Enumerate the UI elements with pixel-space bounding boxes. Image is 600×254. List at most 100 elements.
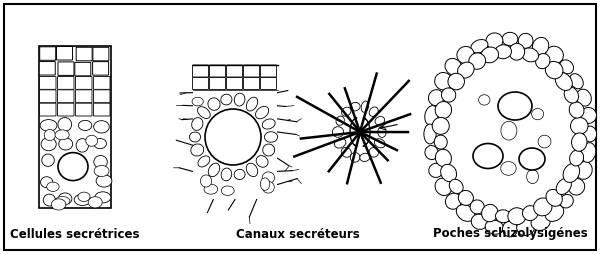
Text: Cellules secrétrices: Cellules secrétrices bbox=[10, 228, 140, 241]
FancyBboxPatch shape bbox=[58, 90, 74, 103]
Ellipse shape bbox=[449, 179, 463, 194]
Ellipse shape bbox=[538, 135, 551, 148]
FancyBboxPatch shape bbox=[209, 65, 226, 77]
Ellipse shape bbox=[435, 102, 452, 119]
Ellipse shape bbox=[545, 204, 564, 221]
FancyBboxPatch shape bbox=[76, 90, 92, 103]
Ellipse shape bbox=[434, 135, 447, 149]
Ellipse shape bbox=[42, 154, 55, 166]
Ellipse shape bbox=[58, 153, 88, 181]
Ellipse shape bbox=[262, 181, 274, 193]
Ellipse shape bbox=[191, 144, 204, 156]
Ellipse shape bbox=[570, 74, 583, 89]
Ellipse shape bbox=[350, 102, 360, 111]
FancyBboxPatch shape bbox=[39, 61, 55, 75]
FancyBboxPatch shape bbox=[58, 103, 74, 116]
Ellipse shape bbox=[502, 32, 518, 46]
Ellipse shape bbox=[78, 192, 90, 201]
Ellipse shape bbox=[571, 117, 588, 134]
Ellipse shape bbox=[221, 168, 232, 181]
Ellipse shape bbox=[190, 132, 200, 142]
FancyBboxPatch shape bbox=[58, 76, 74, 89]
Ellipse shape bbox=[531, 213, 550, 230]
Ellipse shape bbox=[375, 117, 385, 125]
Ellipse shape bbox=[234, 169, 245, 180]
Ellipse shape bbox=[425, 146, 438, 160]
Ellipse shape bbox=[519, 148, 545, 170]
Ellipse shape bbox=[471, 214, 488, 229]
Ellipse shape bbox=[262, 172, 275, 183]
Text: Poches schizolysigénes: Poches schizolysigénes bbox=[433, 228, 587, 241]
Ellipse shape bbox=[546, 189, 562, 206]
Text: Canaux secréteurs: Canaux secréteurs bbox=[236, 228, 359, 241]
Ellipse shape bbox=[221, 186, 234, 195]
Ellipse shape bbox=[192, 97, 203, 106]
Ellipse shape bbox=[44, 130, 55, 141]
Ellipse shape bbox=[47, 182, 59, 192]
FancyBboxPatch shape bbox=[193, 77, 209, 89]
Ellipse shape bbox=[262, 119, 275, 129]
Ellipse shape bbox=[486, 33, 503, 49]
Ellipse shape bbox=[200, 175, 212, 187]
Ellipse shape bbox=[40, 120, 57, 131]
Ellipse shape bbox=[350, 153, 360, 162]
Ellipse shape bbox=[496, 210, 511, 223]
Ellipse shape bbox=[336, 116, 344, 125]
Ellipse shape bbox=[503, 221, 517, 237]
Ellipse shape bbox=[508, 208, 526, 225]
Ellipse shape bbox=[205, 109, 261, 165]
Ellipse shape bbox=[221, 94, 232, 105]
Ellipse shape bbox=[458, 62, 474, 78]
Ellipse shape bbox=[55, 130, 69, 140]
Ellipse shape bbox=[440, 164, 457, 182]
Ellipse shape bbox=[569, 150, 584, 166]
FancyBboxPatch shape bbox=[58, 62, 74, 75]
Ellipse shape bbox=[545, 61, 563, 79]
Ellipse shape bbox=[563, 164, 580, 182]
Ellipse shape bbox=[86, 135, 98, 146]
Ellipse shape bbox=[436, 149, 451, 167]
Ellipse shape bbox=[457, 46, 474, 64]
Ellipse shape bbox=[425, 106, 439, 125]
Ellipse shape bbox=[523, 206, 538, 220]
FancyBboxPatch shape bbox=[40, 103, 56, 116]
FancyBboxPatch shape bbox=[227, 65, 242, 77]
Ellipse shape bbox=[341, 147, 352, 157]
Ellipse shape bbox=[498, 92, 532, 120]
Ellipse shape bbox=[575, 161, 592, 179]
Ellipse shape bbox=[94, 165, 109, 177]
Ellipse shape bbox=[432, 117, 449, 134]
Ellipse shape bbox=[469, 53, 485, 69]
Ellipse shape bbox=[361, 101, 368, 112]
FancyBboxPatch shape bbox=[94, 90, 110, 103]
Ellipse shape bbox=[332, 127, 344, 137]
FancyBboxPatch shape bbox=[75, 62, 91, 76]
Ellipse shape bbox=[265, 132, 278, 142]
Ellipse shape bbox=[471, 40, 488, 53]
Ellipse shape bbox=[208, 98, 220, 110]
FancyBboxPatch shape bbox=[260, 77, 277, 89]
FancyBboxPatch shape bbox=[94, 103, 110, 116]
FancyBboxPatch shape bbox=[260, 65, 277, 77]
Ellipse shape bbox=[517, 219, 535, 235]
Ellipse shape bbox=[448, 73, 464, 90]
Ellipse shape bbox=[55, 197, 70, 205]
FancyBboxPatch shape bbox=[227, 77, 242, 89]
Ellipse shape bbox=[555, 73, 572, 90]
Ellipse shape bbox=[560, 60, 574, 74]
Ellipse shape bbox=[88, 197, 102, 208]
Ellipse shape bbox=[532, 37, 549, 55]
Ellipse shape bbox=[536, 54, 550, 69]
Ellipse shape bbox=[191, 118, 203, 130]
Ellipse shape bbox=[568, 179, 584, 195]
Ellipse shape bbox=[41, 137, 56, 151]
Ellipse shape bbox=[197, 107, 210, 119]
Ellipse shape bbox=[94, 138, 106, 149]
Ellipse shape bbox=[572, 133, 587, 151]
Ellipse shape bbox=[94, 155, 107, 168]
Ellipse shape bbox=[564, 87, 578, 103]
Ellipse shape bbox=[442, 88, 456, 102]
Bar bbox=[39, 46, 111, 208]
Ellipse shape bbox=[76, 139, 89, 152]
Ellipse shape bbox=[580, 107, 596, 123]
